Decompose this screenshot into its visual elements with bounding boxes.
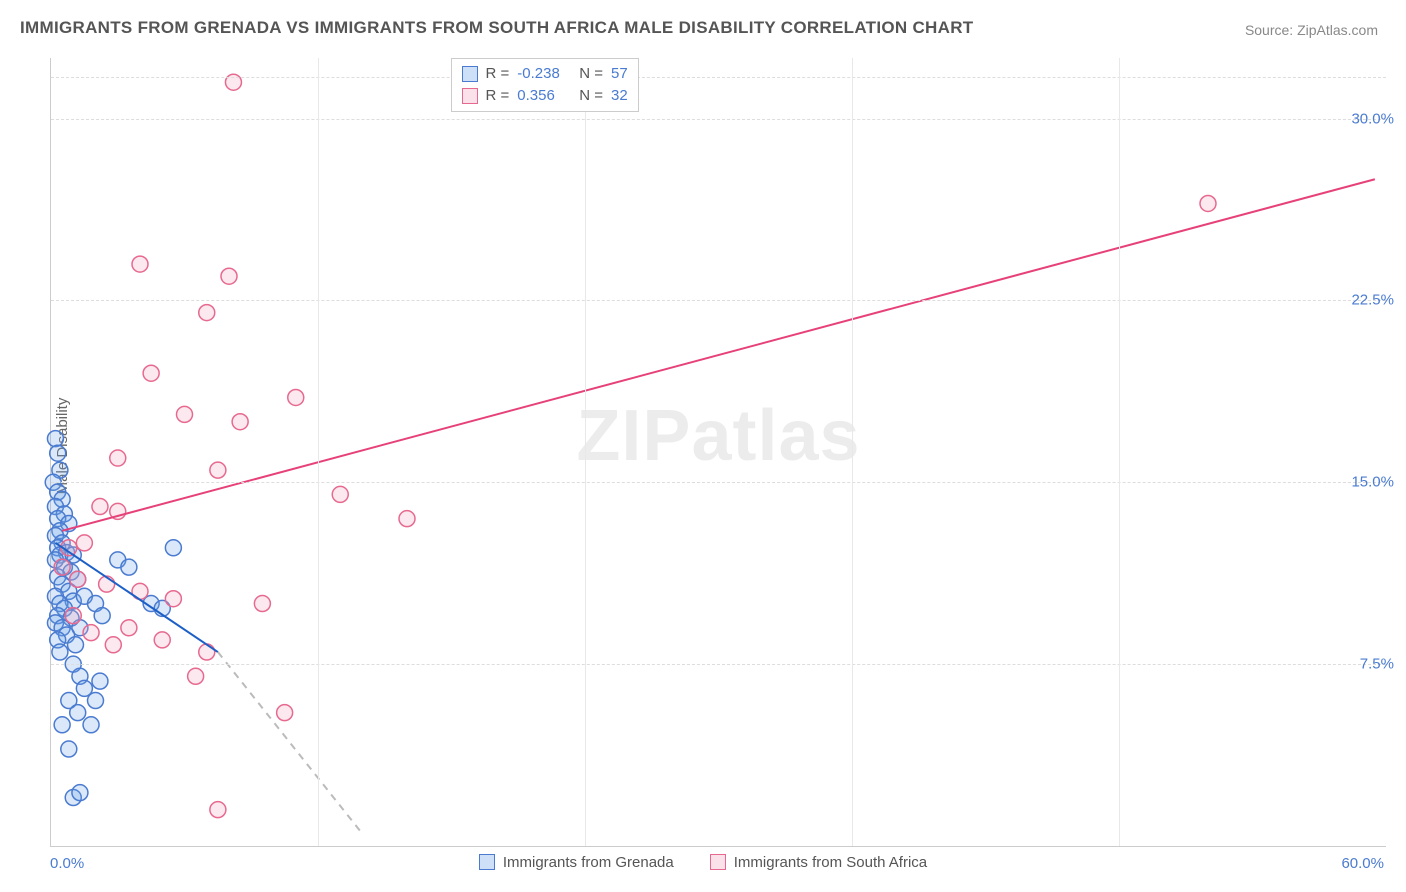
x-tick-min: 0.0% xyxy=(50,855,84,872)
scatter-svg xyxy=(51,58,1386,846)
source-attribution: Source: ZipAtlas.com xyxy=(1245,22,1378,38)
chart-plot-area: ZIPatlas xyxy=(50,58,1386,847)
scatter-point xyxy=(277,705,293,721)
legend-r-value: -0.238 xyxy=(517,63,571,85)
legend-r-label: R = xyxy=(486,85,510,107)
gridline-h xyxy=(51,482,1386,483)
gridline-h xyxy=(51,119,1386,120)
gridline-v xyxy=(1119,58,1120,846)
legend-stats: R = -0.238 N = 57 R = 0.356 N = 32 xyxy=(451,58,639,112)
trend-line xyxy=(62,179,1375,531)
scatter-point xyxy=(332,486,348,502)
chart-title: IMMIGRANTS FROM GRENADA VS IMMIGRANTS FR… xyxy=(20,18,973,38)
scatter-point xyxy=(65,608,81,624)
scatter-point xyxy=(92,499,108,515)
scatter-point xyxy=(61,741,77,757)
scatter-point xyxy=(88,693,104,709)
legend-n-value: 32 xyxy=(611,85,628,107)
gridline-h xyxy=(51,300,1386,301)
scatter-point xyxy=(221,268,237,284)
gridline-h xyxy=(51,77,1386,78)
scatter-point xyxy=(83,717,99,733)
scatter-point xyxy=(94,608,110,624)
scatter-point xyxy=(99,576,115,592)
y-tick-label: 22.5% xyxy=(1351,292,1394,309)
scatter-point xyxy=(54,717,70,733)
scatter-point xyxy=(110,450,126,466)
scatter-point xyxy=(154,632,170,648)
gridline-v xyxy=(318,58,319,846)
scatter-point xyxy=(165,591,181,607)
legend-label: Immigrants from South Africa xyxy=(734,854,927,871)
legend-r-value: 0.356 xyxy=(517,85,571,107)
scatter-point xyxy=(121,620,137,636)
legend-stat-row: R = -0.238 N = 57 xyxy=(462,63,628,85)
scatter-point xyxy=(92,673,108,689)
scatter-point xyxy=(199,305,215,321)
scatter-point xyxy=(54,559,70,575)
legend-swatch xyxy=(462,88,478,104)
legend-n-value: 57 xyxy=(611,63,628,85)
scatter-point xyxy=(288,389,304,405)
legend-swatch xyxy=(462,66,478,82)
legend-r-label: R = xyxy=(486,63,510,85)
scatter-point xyxy=(105,637,121,653)
gridline-v xyxy=(585,58,586,846)
scatter-point xyxy=(177,406,193,422)
scatter-point xyxy=(232,414,248,430)
gridline-h xyxy=(51,664,1386,665)
scatter-point xyxy=(165,540,181,556)
scatter-point xyxy=(50,445,66,461)
y-tick-label: 15.0% xyxy=(1351,474,1394,491)
scatter-point xyxy=(70,571,86,587)
legend-n-label: N = xyxy=(579,63,603,85)
scatter-point xyxy=(199,644,215,660)
legend-item: Immigrants from Grenada xyxy=(479,854,674,871)
scatter-point xyxy=(76,535,92,551)
y-tick-label: 7.5% xyxy=(1360,656,1394,673)
scatter-point xyxy=(70,705,86,721)
scatter-point xyxy=(121,559,137,575)
legend-item: Immigrants from South Africa xyxy=(710,854,927,871)
legend-stat-row: R = 0.356 N = 32 xyxy=(462,85,628,107)
legend-label: Immigrants from Grenada xyxy=(503,854,674,871)
legend-bottom: Immigrants from Grenada Immigrants from S… xyxy=(0,854,1406,875)
scatter-point xyxy=(1200,195,1216,211)
scatter-point xyxy=(47,431,63,447)
gridline-v xyxy=(852,58,853,846)
scatter-point xyxy=(254,596,270,612)
scatter-point xyxy=(52,644,68,660)
scatter-point xyxy=(399,511,415,527)
scatter-point xyxy=(83,625,99,641)
scatter-point xyxy=(210,802,226,818)
scatter-point xyxy=(132,256,148,272)
legend-swatch xyxy=(479,854,495,870)
scatter-point xyxy=(143,365,159,381)
legend-swatch xyxy=(710,854,726,870)
scatter-point xyxy=(67,637,83,653)
trend-line xyxy=(218,652,363,834)
scatter-point xyxy=(72,785,88,801)
scatter-point xyxy=(210,462,226,478)
x-tick-max: 60.0% xyxy=(1341,855,1384,872)
scatter-point xyxy=(188,668,204,684)
y-tick-label: 30.0% xyxy=(1351,110,1394,127)
legend-n-label: N = xyxy=(579,85,603,107)
